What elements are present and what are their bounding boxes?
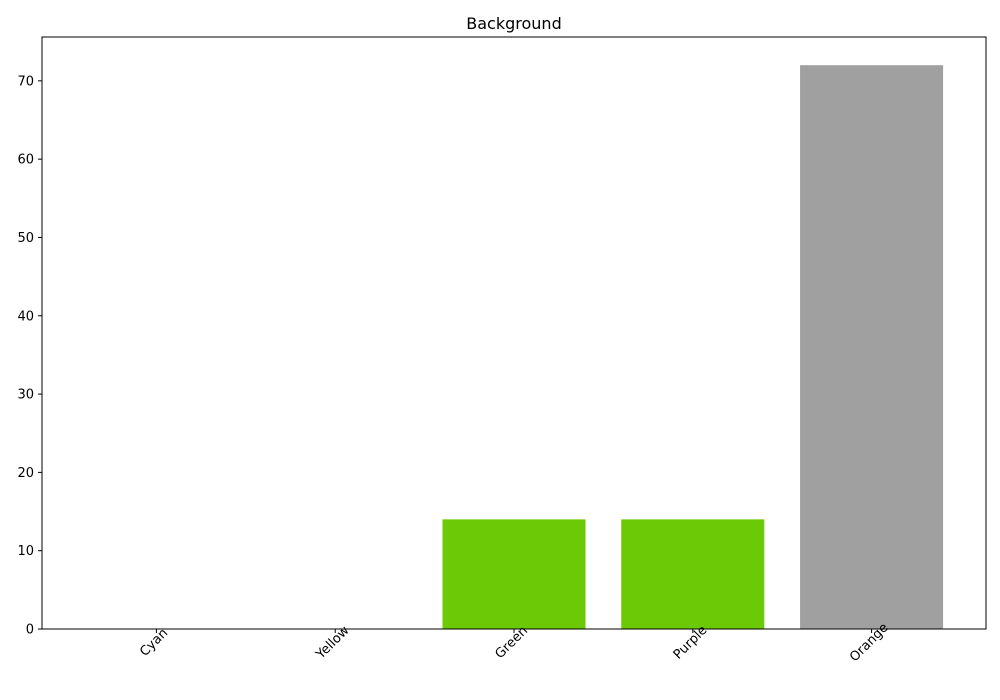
y-tick-label: 40 (17, 309, 34, 324)
chart-title: Background (466, 14, 561, 33)
y-axis-ticks: 0 10 20 30 40 50 60 70 (17, 74, 42, 638)
bar-purple (621, 519, 765, 629)
y-tick-label: 30 (17, 388, 34, 403)
bar-green (442, 519, 586, 629)
y-tick-label: 10 (17, 544, 34, 559)
y-tick-label: 70 (17, 74, 34, 89)
bar-orange (800, 65, 944, 629)
y-tick-label: 60 (17, 153, 34, 168)
y-tick-label: 0 (26, 623, 34, 638)
y-tick-label: 20 (17, 466, 34, 481)
x-tick-label-cyan: Cyan (137, 626, 171, 660)
bars-layer (442, 65, 944, 629)
plot-frame (41, 36, 987, 630)
y-tick-label: 50 (17, 231, 34, 246)
